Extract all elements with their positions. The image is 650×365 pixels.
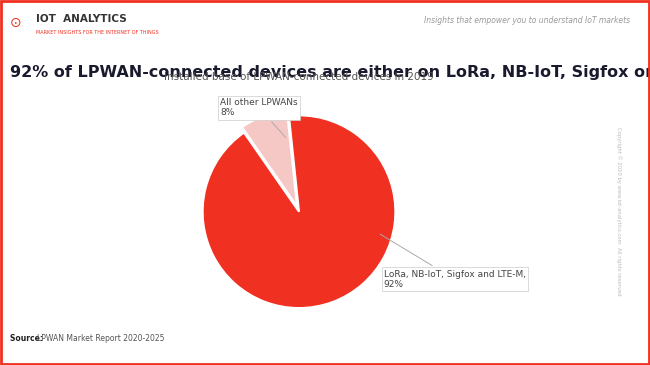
Title: Installed base of LPWAN-connected devices in 2019: Installed base of LPWAN-connected device… (164, 72, 434, 82)
Text: LPWAN Market Report 2020-2025: LPWAN Market Report 2020-2025 (37, 334, 164, 343)
Text: ⚬⚬⚬  IOT  ANALYTICS: ⚬⚬⚬ IOT ANALYTICS (275, 353, 375, 362)
Text: All other LPWANs
8%: All other LPWANs 8% (220, 98, 298, 137)
Text: MARKET INSIGHTS FOR THE INTERNET OF THINGS: MARKET INSIGHTS FOR THE INTERNET OF THIN… (36, 30, 159, 35)
Text: Copyright © 2020 by www.iot-analytics.com  All rights reserved: Copyright © 2020 by www.iot-analytics.co… (616, 127, 622, 296)
Text: Source:: Source: (10, 334, 46, 343)
Text: IOT  ANALYTICS: IOT ANALYTICS (36, 14, 127, 24)
Wedge shape (242, 111, 297, 206)
Text: ⊙: ⊙ (10, 16, 21, 30)
Text: Insights that empower you to understand IoT markets: Insights that empower you to understand … (424, 16, 630, 26)
Wedge shape (203, 115, 395, 308)
Text: LoRa, NB-IoT, Sigfox and LTE-M,
92%: LoRa, NB-IoT, Sigfox and LTE-M, 92% (380, 234, 526, 289)
Text: 92% of LPWAN-connected devices are either on LoRa, NB-IoT, Sigfox or LTE-M: 92% of LPWAN-connected devices are eithe… (10, 65, 650, 80)
